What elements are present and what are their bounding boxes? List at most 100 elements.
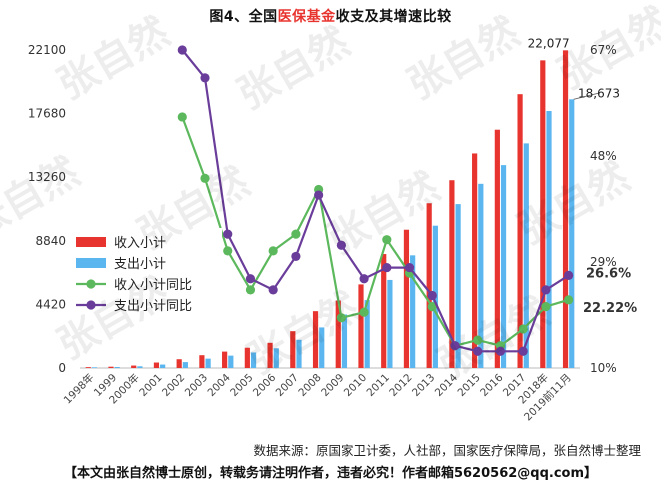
y-left-tick-label: 22100	[28, 43, 66, 57]
bar-expense	[137, 366, 143, 368]
bar-expense	[114, 366, 120, 368]
income-growth-point	[223, 246, 233, 256]
legend-expense-growth-label: 支出小计同比	[114, 299, 192, 314]
bar-income	[562, 50, 569, 368]
expense-growth-point	[177, 45, 187, 55]
bar-expense	[91, 367, 98, 368]
expense-growth-point	[245, 274, 256, 284]
x-tick-label: 2014	[433, 371, 461, 399]
income-growth-point	[177, 112, 187, 122]
bar-income	[540, 60, 546, 369]
chart-title-prefix: 图4、全国	[209, 9, 278, 25]
bar-income	[222, 351, 228, 368]
chart-title-suffix: 收支及其增速比较	[335, 9, 452, 25]
y-left-tick-label: 0	[58, 361, 66, 375]
bar-expense	[500, 165, 507, 368]
expense-growth-point	[450, 341, 460, 351]
source-note: 数据来源：原国家卫计委，人社部，国家医疗保障局，张自然博士整理	[253, 443, 641, 458]
x-tick-label: 2007	[274, 372, 301, 399]
bar-income	[85, 367, 91, 368]
chart-title-highlight: 医保基金	[277, 9, 336, 25]
bar-income	[517, 94, 523, 369]
bar-expense	[205, 358, 211, 368]
bar-income	[335, 300, 341, 368]
data-label-income-growth-last: 22.22%	[583, 301, 637, 316]
bar-income	[358, 284, 364, 368]
bar-income	[108, 366, 114, 368]
x-tick-label: 2003	[183, 372, 210, 399]
bar-income	[244, 347, 250, 368]
income-growth-point	[336, 313, 346, 323]
leader-line-expense	[573, 92, 599, 100]
y-left-tick-label: 4420	[35, 297, 66, 311]
bar-expense	[319, 327, 325, 368]
income-growth-point	[382, 235, 392, 245]
data-label-expense-last: 18,673	[578, 86, 620, 100]
bar-expense	[228, 355, 234, 368]
data-label-income-last: 22,077	[528, 36, 570, 50]
legend-expense-swatch	[76, 258, 106, 268]
x-tick-label: 2004	[205, 371, 233, 399]
bar-income	[381, 254, 387, 368]
expense-growth-point	[404, 262, 415, 273]
legend-expense-growth-swatch-dot	[86, 300, 96, 310]
income-growth-point	[359, 307, 369, 317]
bar-income	[403, 229, 410, 368]
income-growth-line	[181, 116, 569, 347]
legend-income-swatch	[76, 237, 106, 247]
legend-expense-label: 支出小计	[114, 257, 166, 272]
bar-income	[153, 362, 160, 368]
x-tick-label: 2006	[251, 371, 279, 399]
bar-income	[267, 342, 273, 368]
bar-expense	[546, 111, 552, 369]
expense-growth-point	[564, 270, 574, 280]
chart-title: 图4、全国医保基金收支及其增速比较	[0, 6, 661, 26]
bar-expense	[364, 300, 370, 368]
legend-income-growth-label: 收入小计同比	[114, 278, 192, 293]
x-tick-label: 2011	[365, 372, 392, 399]
bar-income	[290, 331, 296, 368]
expense-growth-point	[291, 251, 301, 262]
x-tick-label: 2009	[319, 372, 346, 399]
bar-income	[312, 311, 319, 368]
expense-growth-point	[314, 190, 324, 200]
expense-growth-point	[495, 346, 506, 356]
x-tick-label: 2008	[296, 372, 323, 399]
bar-income	[199, 355, 205, 368]
income-growth-point	[291, 229, 301, 239]
y-left-tick-label: 13260	[28, 170, 66, 184]
expense-growth-point	[268, 285, 278, 295]
expense-growth-point	[336, 240, 346, 250]
x-tick-label: 2001	[137, 372, 164, 399]
income-growth-point	[245, 285, 256, 295]
expense-growth-point	[223, 229, 233, 239]
bar-expense	[478, 183, 484, 368]
bar-expense	[296, 339, 302, 368]
bar-income	[176, 359, 182, 368]
bar-expense	[160, 364, 166, 368]
legend-income-growth-swatch-dot	[86, 279, 96, 289]
bar-income	[426, 203, 432, 368]
legend-income-label: 收入小计	[114, 236, 166, 251]
bar-expense	[273, 348, 279, 368]
income-growth-point	[564, 295, 574, 305]
x-tick-label: 2012	[387, 372, 414, 399]
expense-growth-point	[427, 290, 437, 301]
y-right-tick-label: 29%	[590, 255, 617, 269]
income-growth-point	[473, 335, 483, 345]
x-tick-label: 1998年	[61, 371, 97, 407]
expense-growth-point	[473, 346, 483, 356]
bar-income	[472, 153, 478, 368]
expense-growth-line	[181, 49, 570, 353]
expense-growth-point	[541, 285, 551, 295]
y-left-tick-label: 8840	[35, 234, 66, 248]
x-tick-label: 2010	[342, 372, 369, 399]
bar-expense	[250, 352, 257, 368]
y-right-tick-label: 48%	[590, 149, 617, 163]
income-growth-point	[541, 302, 551, 312]
bar-expense	[387, 279, 393, 368]
income-growth-point	[268, 246, 278, 256]
bar-expense	[182, 362, 188, 368]
bar-income	[494, 129, 500, 368]
